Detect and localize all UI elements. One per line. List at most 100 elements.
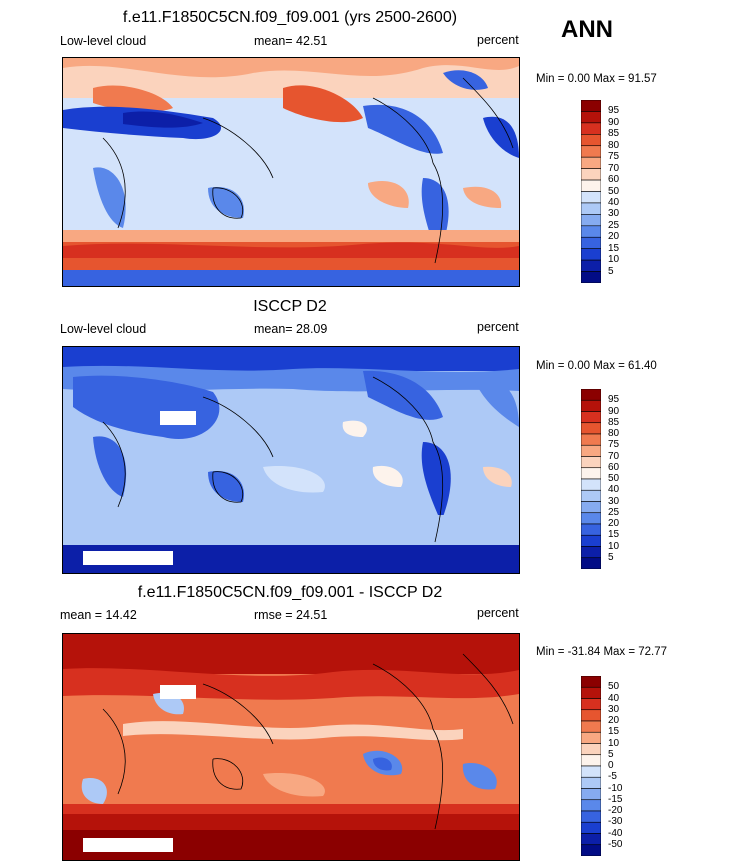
panel-1-colorbar-label: 50 <box>608 185 620 197</box>
panel-3-colorbar-label: 0 <box>608 760 614 771</box>
panel-1-colorbar-label: 85 <box>608 128 620 140</box>
panel-2-colorbar-label: 70 <box>608 450 620 462</box>
panel-1-colorbar-swatch <box>581 259 601 272</box>
panel-2-colorbar-swatch <box>581 523 601 536</box>
panel-3-colorbar-swatch <box>581 698 601 711</box>
panel-3-colorbar-label: -30 <box>608 816 623 828</box>
panel-2-colorbar-swatch <box>581 422 601 435</box>
panel-2-colorbar-swatch <box>581 456 601 469</box>
panel-2-minmax: Min = 0.00 Max = 61.40 <box>536 360 657 372</box>
panel-3-mean: mean = 14.42 <box>60 608 137 622</box>
panel-3-colorbar-swatch <box>581 686 601 699</box>
panel-3-colorbar-label: -40 <box>608 827 623 839</box>
panel-2-colorbar-label: 30 <box>608 495 620 507</box>
panel-1-colorbar-swatch <box>581 145 601 158</box>
panel-3-colorbar-swatch <box>581 754 601 767</box>
panel-3-colorbar-swatch <box>581 709 601 722</box>
panel-1-colorbar-label: 80 <box>608 139 620 151</box>
panel-1-colorbar-swatch <box>581 100 601 112</box>
panel-1-colorbar-label: 5 <box>608 265 614 277</box>
panel-3-rmse: rmse = 24.51 <box>254 608 328 622</box>
panel-1-units: percent <box>477 33 519 47</box>
panel-2-units: percent <box>477 320 519 334</box>
panel-3-colorbar-swatch <box>581 743 601 756</box>
panel-1-colorbar-swatch <box>581 225 601 238</box>
panel-1-colorbar-swatch <box>581 248 601 261</box>
panel-2-colorbar-swatch <box>581 489 601 502</box>
panel-1-colorbar-swatch <box>581 236 601 249</box>
panel-1-map <box>62 57 520 287</box>
panel-3-colorbar-label: 30 <box>608 703 620 715</box>
panel-2-colorbar-swatch <box>581 389 601 401</box>
panel-1-colorbar-label: 25 <box>608 219 620 231</box>
panel-1-colorbar-label: 15 <box>608 242 620 254</box>
panel-3-colorbar-label: 20 <box>608 715 620 726</box>
season-label: ANN <box>561 16 613 43</box>
panel-3-colorbar-swatch <box>581 676 601 688</box>
panel-3-colorbar-swatch <box>581 720 601 733</box>
panel-1-colorbar-swatch <box>581 191 601 204</box>
panel-1-colorbar-swatch <box>581 214 601 227</box>
panel-1-colorbar-label: 20 <box>608 231 620 243</box>
panel-3-colorbar-label: 10 <box>608 737 620 749</box>
panel-3-colorbar-label: -20 <box>608 805 623 816</box>
panel-3-colorbar-label: 5 <box>608 748 614 760</box>
panel-1-colorbar-label: 90 <box>608 116 620 128</box>
panel-1-colorbar <box>581 100 601 283</box>
panel-2-title: ISCCP D2 <box>253 298 327 315</box>
panel-3-colorbar-swatch <box>581 731 601 744</box>
panel-2-colorbar-swatch <box>581 546 601 559</box>
panel-2-colorbar-swatch <box>581 534 601 547</box>
panel-3-colorbar-label: 40 <box>608 692 620 704</box>
panel-3-colorbar-swatch <box>581 799 601 812</box>
panel-2-colorbar-swatch <box>581 411 601 424</box>
panel-1-colorbar-label: 95 <box>608 105 620 117</box>
panel-1-colorbar-swatch <box>581 202 601 215</box>
panel-2-colorbar-swatches <box>581 389 601 569</box>
panel-2-colorbar-label: 90 <box>608 405 620 417</box>
panel-1-colorbar-label: 75 <box>608 151 620 163</box>
panel-3-map <box>62 633 520 861</box>
panel-2-colorbar-swatch <box>581 501 601 514</box>
panel-1-colorbar-swatch <box>581 179 601 192</box>
panel-3-units: percent <box>477 606 519 620</box>
panel-2-colorbar-label: 95 <box>608 394 620 406</box>
panel-3-minmax: Min = -31.84 Max = 72.77 <box>536 646 668 658</box>
panel-2-colorbar-label: 25 <box>608 506 620 518</box>
panel-3-colorbar-label: -10 <box>608 782 623 794</box>
panel-1-colorbar-swatch <box>581 111 601 124</box>
panel-1-title: f.e11.F1850C5CN.f09_f09.001 (yrs 2500-26… <box>122 9 458 26</box>
panel-2-map <box>62 346 520 574</box>
panel-2-colorbar-label: 80 <box>608 428 620 439</box>
panel-2-colorbar-label: 85 <box>608 416 620 428</box>
panel-2-colorbar-label: 20 <box>608 518 620 529</box>
panel-1-colorbar-swatch <box>581 156 601 169</box>
panel-2-variable: Low-level cloud <box>60 322 147 336</box>
panel-1-colorbar-swatch <box>581 271 601 283</box>
panel-2-mean: mean= 28.09 <box>254 322 328 336</box>
panel-2-colorbar-label: 5 <box>608 551 614 563</box>
panel-2-colorbar-label: 40 <box>608 484 620 496</box>
panel-1-colorbar-swatches <box>581 100 601 283</box>
panel-2-colorbar-swatch <box>581 433 601 446</box>
panel-1-mean: mean= 42.51 <box>254 34 328 48</box>
panel-3-title: f.e11.F1850C5CN.f09_f09.001 - ISCCP D2 <box>137 584 443 601</box>
panel-1-colorbar-label: 60 <box>608 174 620 186</box>
panel-2-colorbar-swatch <box>581 444 601 457</box>
panel-3-colorbar-swatches <box>581 676 601 856</box>
panel-3-colorbar-swatch <box>581 765 601 778</box>
panel-3-colorbar-label: 15 <box>608 726 620 738</box>
panel-3-colorbar-swatch <box>581 833 601 846</box>
panel-1-colorbar-label: 70 <box>608 162 620 174</box>
panel-1-minmax: Min = 0.00 Max = 91.57 <box>536 73 657 85</box>
panel-2-colorbar-swatch <box>581 467 601 480</box>
panel-3-colorbar <box>581 676 601 856</box>
panel-2-colorbar-label: 60 <box>608 461 620 473</box>
panel-1-colorbar-swatch <box>581 122 601 135</box>
panel-3-colorbar-label: -5 <box>608 771 617 783</box>
panel-1-colorbar-swatch <box>581 168 601 181</box>
panel-2-colorbar-swatch <box>581 512 601 525</box>
panel-2-colorbar-swatch <box>581 478 601 491</box>
panel-3-colorbar-label: -50 <box>608 838 623 850</box>
panel-2-colorbar-label: 50 <box>608 473 620 484</box>
